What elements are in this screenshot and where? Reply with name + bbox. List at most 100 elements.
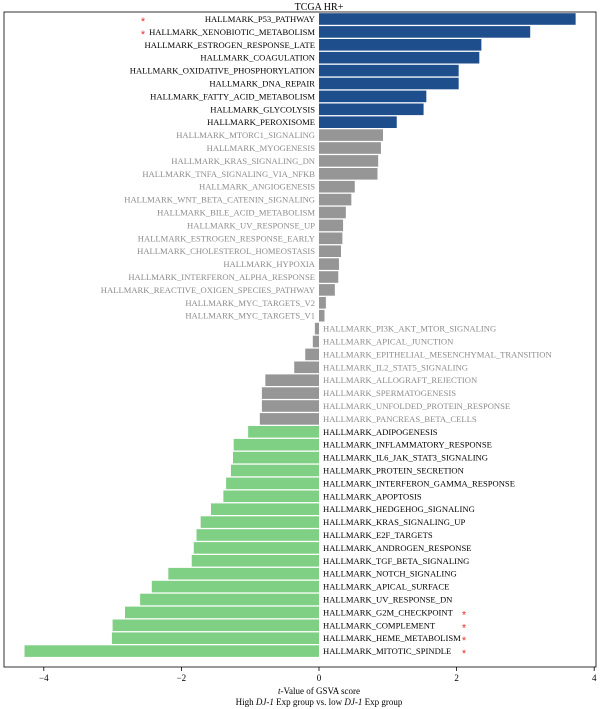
bar-label: HALLMARK_G2M_CHECKPOINT xyxy=(323,607,454,617)
bar-hallmark-interferon-gamma-response xyxy=(226,477,319,490)
bar-hallmark-kras-signaling-up xyxy=(200,516,319,528)
bar-hallmark-apical-junction xyxy=(312,335,319,348)
bar-hallmark-p53-pathway xyxy=(319,13,576,25)
bar-label: HALLMARK_E2F_TARGETS xyxy=(323,530,433,540)
significance-star: * xyxy=(462,622,467,634)
bar-label: HALLMARK_ADIPOGENESIS xyxy=(323,427,438,437)
bar-hallmark-hedgehog-signaling xyxy=(210,503,319,515)
bar-label: HALLMARK_XENOBIOTIC_METABOLISM xyxy=(149,27,315,37)
bar-hallmark-il6-jak-stat3-signaling xyxy=(233,451,319,464)
bar-label: HALLMARK_ESTROGEN_RESPONSE_EARLY xyxy=(138,233,315,243)
bar-hallmark-spermatogenesis xyxy=(261,387,319,399)
bar-label: HALLMARK_UV_RESPONSE_UP xyxy=(187,220,315,230)
bar-label: HALLMARK_MYOGENESIS xyxy=(207,143,316,153)
bar-hallmark-dna-repair xyxy=(319,77,459,90)
x-axis-sublabel: High DJ-1 Exp group vs. low DJ-1 Exp gro… xyxy=(236,697,403,707)
bar-hallmark-uv-response-up xyxy=(319,219,344,232)
bar-label: HALLMARK_HYPOXIA xyxy=(223,259,315,269)
bar-hallmark-fatty-acid-metabolism xyxy=(319,90,427,103)
bar-label: HALLMARK_HEDGEHOG_SIGNALING xyxy=(323,504,475,514)
significance-star: * xyxy=(141,29,146,41)
bar-hallmark-epithelial-mesenchymal-transition xyxy=(305,348,319,361)
bar-hallmark-tgf-beta-signaling xyxy=(191,555,319,567)
bar-label: HALLMARK_MYC_TARGETS_V2 xyxy=(185,298,315,308)
bar-label: HALLMARK_BILE_ACID_METABOLISM xyxy=(157,208,315,218)
bar-hallmark-tnfa-signaling-via-nfkb xyxy=(319,168,378,180)
x-tick-label: 0 xyxy=(317,673,322,683)
bar-hallmark-wnt-beta-catenin-signaling xyxy=(319,193,352,206)
bar-hallmark-complement xyxy=(112,619,319,632)
bar-label: HALLMARK_HEME_METABOLISM xyxy=(323,633,461,643)
x-tick-label: −2 xyxy=(177,673,187,683)
bar-hallmark-allograft-rejection xyxy=(265,374,319,386)
x-tick-label: −4 xyxy=(39,673,49,683)
x-axis: −4 −2 0 2 4 xyxy=(39,667,597,683)
bar-label: HALLMARK_FATTY_ACID_METABOLISM xyxy=(150,91,315,101)
bar-hallmark-il2-stat5-signaling xyxy=(294,361,319,374)
bar-label: HALLMARK_GLYCOLYSIS xyxy=(210,104,315,114)
bar-hallmark-bile-acid-metabolism xyxy=(319,206,346,219)
bar-hallmark-xenobiotic-metabolism xyxy=(319,26,531,38)
bar-label: HALLMARK_UV_RESPONSE_DN xyxy=(323,595,453,605)
bar-hallmark-mtorc1-signaling xyxy=(319,129,383,141)
bar-label: HALLMARK_P53_PATHWAY xyxy=(205,14,315,24)
bar-hallmark-kras-signaling-dn xyxy=(319,155,379,167)
bar-hallmark-pi3k-akt-mtor-signaling xyxy=(314,322,319,335)
bar-label: HALLMARK_COMPLEMENT xyxy=(323,620,436,630)
bar-hallmark-apoptosis xyxy=(223,490,319,503)
bar-hallmark-angiogenesis xyxy=(319,180,355,193)
plot-frame xyxy=(3,11,597,668)
bar-label: HALLMARK_SPERMATOGENESIS xyxy=(323,388,456,398)
bar-label: HALLMARK_INFLAMMATORY_RESPONSE xyxy=(323,440,492,450)
bar-hallmark-myc-targets-v1 xyxy=(319,309,325,322)
bar-label: HALLMARK_MITOTIC_SPINDLE xyxy=(323,646,451,656)
bar-label: HALLMARK_IL2_STAT5_SIGNALING xyxy=(323,362,468,372)
bar-label: HALLMARK_ANDROGEN_RESPONSE xyxy=(323,543,472,553)
bar-label: HALLMARK_MYC_TARGETS_V1 xyxy=(185,311,315,321)
bar-label: HALLMARK_EPITHELIAL_MESENCHYMAL_TRANSITI… xyxy=(323,349,552,359)
bar-hallmark-mitotic-spindle xyxy=(24,645,319,657)
bar-label: HALLMARK_INTERFERON_GAMMA_RESPONSE xyxy=(323,478,515,488)
x-axis-label: t-Value of GSVA score xyxy=(278,686,360,696)
bar-hallmark-pancreas-beta-cells xyxy=(259,413,319,425)
bar-label: HALLMARK_COAGULATION xyxy=(200,53,315,63)
bar-hallmark-myc-targets-v2 xyxy=(319,297,326,309)
x-tick-label: 2 xyxy=(454,673,459,683)
x-tick-label: 4 xyxy=(592,673,597,683)
bar-hallmark-inflammatory-response xyxy=(233,438,319,451)
bar-label: HALLMARK_IL6_JAK_STAT3_SIGNALING xyxy=(323,453,488,463)
bar-hallmark-peroxisome xyxy=(319,116,397,128)
bar-label: HALLMARK_APICAL_JUNCTION xyxy=(323,337,454,347)
bar-label: HALLMARK_APICAL_SURFACE xyxy=(323,582,449,592)
bar-label: HALLMARK_MTORC1_SIGNALING xyxy=(176,130,315,140)
significance-star: * xyxy=(462,635,467,647)
bar-hallmark-g2m-checkpoint xyxy=(124,606,319,619)
bar-hallmark-androgen-response xyxy=(193,542,319,554)
bar-hallmark-heme-metabolism xyxy=(111,632,319,644)
bar-hallmark-coagulation xyxy=(319,51,480,64)
bar-label: HALLMARK_NOTCH_SIGNALING xyxy=(323,569,457,579)
bar-hallmark-uv-response-dn xyxy=(140,593,319,606)
significance-stars: ****** xyxy=(141,16,467,660)
bar-label: HALLMARK_REACTIVE_OXIGEN_SPECIES_PATHWAY xyxy=(101,285,315,295)
significance-star: * xyxy=(462,609,467,621)
bar-hallmark-notch-signaling xyxy=(168,567,319,580)
bar-hallmark-glycolysis xyxy=(319,103,424,116)
significance-star: * xyxy=(141,16,146,28)
bar-label: HALLMARK_OXIDATIVE_PHOSPHORYLATION xyxy=(130,66,316,76)
bar-hallmark-reactive-oxigen-species-pathway xyxy=(319,284,335,296)
bar-hallmark-estrogen-response-late xyxy=(319,39,482,51)
bar-label: HALLMARK_TGF_BETA_SIGNALING xyxy=(323,556,469,566)
bar-label: HALLMARK_KRAS_SIGNALING_DN xyxy=(171,156,316,166)
bar-label: HALLMARK_INTERFERON_ALPHA_RESPONSE xyxy=(128,272,315,282)
bar-label: HALLMARK_PI3K_AKT_MTOR_SIGNALING xyxy=(323,324,496,334)
bars-layer xyxy=(24,13,576,657)
bar-hallmark-hypoxia xyxy=(319,258,339,270)
bar-hallmark-adipogenesis xyxy=(248,426,319,438)
bar-label: HALLMARK_DNA_REPAIR xyxy=(209,79,315,89)
bar-label: HALLMARK_ANGIOGENESIS xyxy=(199,182,315,192)
bar-hallmark-protein-secretion xyxy=(230,464,319,477)
bar-label: HALLMARK_ESTROGEN_RESPONSE_LATE xyxy=(145,40,315,50)
bar-hallmark-cholesterol-homeostasis xyxy=(319,245,342,257)
bar-hallmark-myogenesis xyxy=(319,142,381,154)
